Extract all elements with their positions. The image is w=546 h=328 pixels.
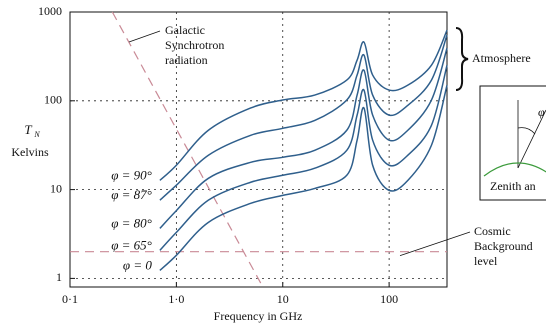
y-tick-label: 1000 [38, 4, 62, 18]
cosmic-label: level [474, 254, 498, 268]
y-axis-unit: Kelvins [11, 145, 49, 159]
y-tick-label: 1 [56, 270, 62, 284]
cosmic-leader [399, 231, 471, 257]
inset-label: Zenith an [490, 179, 536, 193]
curve-label: φ = 0 [123, 257, 152, 272]
curve [159, 64, 448, 251]
galactic-label: Galactic [165, 23, 205, 37]
y-tick-label: 100 [44, 93, 62, 107]
curve-label: φ = 65° [111, 237, 152, 252]
galactic-line [111, 11, 264, 288]
cosmic-label: Cosmic [474, 224, 511, 238]
curve-label: φ = 87° [111, 187, 152, 202]
x-axis-label: Frequency in GHz [214, 309, 303, 323]
curve [159, 84, 448, 271]
inset-ray [517, 109, 546, 169]
cosmic-label: Background [474, 239, 533, 253]
x-tick-label: 100 [380, 292, 398, 306]
curve [159, 29, 448, 181]
inset-symbol: φ [538, 105, 545, 119]
curve [159, 47, 448, 229]
y-axis-label-sub: N [33, 130, 40, 139]
curve [159, 34, 448, 201]
x-tick-label: 0·1 [62, 292, 78, 306]
galactic-label: radiation [165, 53, 208, 67]
inset-arc [517, 127, 536, 135]
curve-label: φ = 90° [111, 167, 152, 182]
y-tick-label: 10 [50, 181, 62, 195]
atmosphere-label: Atmosphere [472, 51, 531, 65]
atmosphere-brace [455, 27, 469, 91]
inset-box [479, 85, 546, 201]
curve-label: φ = 80° [111, 215, 152, 230]
plot-frame [69, 11, 448, 288]
galactic-label: Synchrotron [165, 38, 224, 52]
galactic-leader [128, 30, 161, 43]
x-tick-label: 10 [277, 292, 289, 306]
y-axis-label: T [24, 122, 32, 137]
x-tick-label: 1·0 [168, 292, 184, 306]
